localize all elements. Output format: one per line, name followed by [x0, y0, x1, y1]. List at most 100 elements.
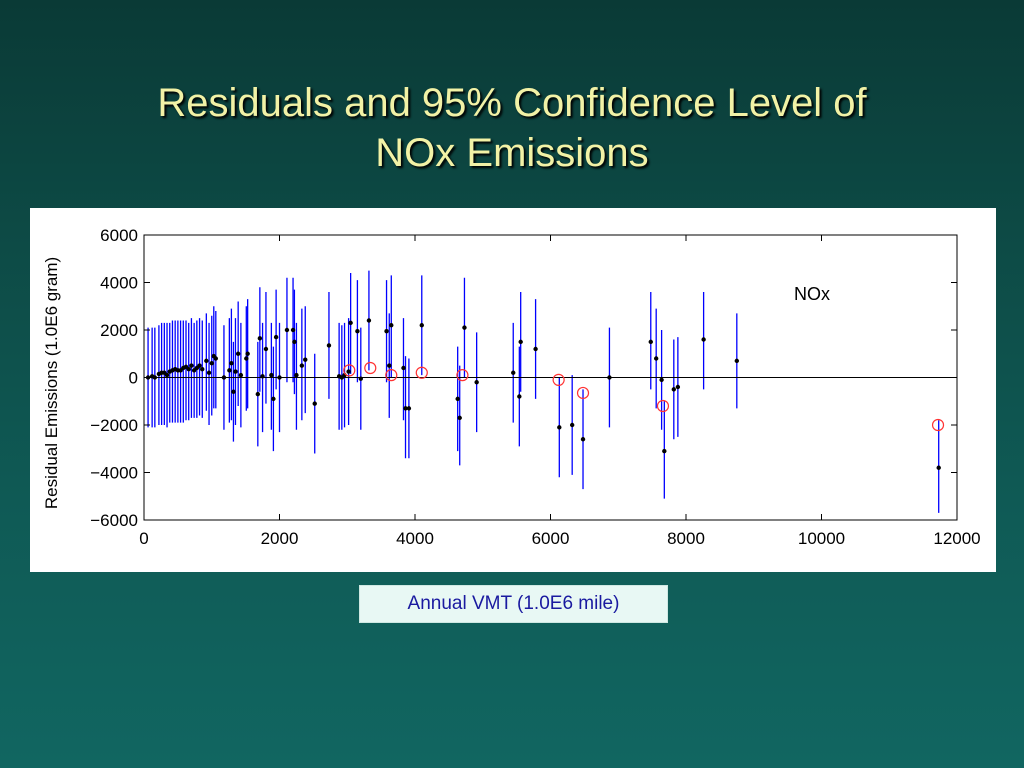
highlight-circle — [343, 364, 356, 377]
data-point — [648, 339, 653, 345]
data-point — [263, 346, 269, 352]
x-tick-label: 6000 — [532, 529, 570, 548]
data-point — [269, 372, 274, 378]
data-point — [292, 339, 297, 345]
data-point — [326, 343, 332, 348]
series-annotation: NOx — [794, 284, 830, 304]
data-point — [164, 372, 170, 378]
data-point — [675, 384, 681, 390]
y-tick-label: −2000 — [90, 416, 138, 435]
x-tick-label: 8000 — [667, 529, 705, 548]
data-point — [294, 372, 299, 378]
data-point — [455, 396, 460, 402]
data-point — [277, 375, 282, 380]
slide-title-line-2: NOx Emissions — [375, 131, 649, 175]
data-point — [245, 351, 250, 356]
data-point — [238, 372, 244, 378]
highlight-circle — [385, 369, 398, 382]
data-point — [186, 366, 191, 372]
data-point — [303, 357, 308, 362]
highlight-circle — [931, 418, 945, 432]
data-point — [257, 336, 263, 341]
highlight-circle — [656, 399, 670, 413]
data-point — [557, 425, 562, 430]
highlight-circle — [415, 366, 428, 379]
data-point — [348, 320, 353, 326]
data-point — [518, 339, 523, 345]
y-axis-label: Residual Emissions (1.0E6 gram) — [42, 257, 61, 509]
x-tick-label: 12000 — [933, 529, 980, 548]
data-point — [734, 358, 740, 364]
y-tick-label: 6000 — [100, 226, 138, 245]
data-point — [346, 369, 351, 374]
data-point — [189, 363, 194, 368]
data-point — [233, 369, 238, 374]
data-point — [235, 351, 241, 356]
data-point — [662, 448, 667, 454]
highlight-circle-layer — [343, 361, 945, 432]
data-point — [403, 406, 408, 411]
data-point — [457, 415, 462, 421]
data-point — [936, 465, 941, 470]
highlight-circle — [552, 373, 565, 386]
data-point — [290, 327, 296, 333]
x-tick-label: 0 — [139, 529, 148, 548]
data-point — [229, 361, 234, 366]
data-point — [387, 363, 392, 368]
data-point — [152, 375, 158, 380]
data-point — [227, 368, 232, 373]
data-point — [197, 363, 202, 368]
slide-title: Residuals and 95% Confidence Level of NO… — [0, 78, 1024, 178]
slide-title-line-1: Residuals and 95% Confidence Level of — [157, 81, 867, 125]
data-point-layer — [145, 318, 941, 470]
highlight-circle — [456, 369, 469, 382]
data-point — [244, 356, 249, 361]
data-point — [260, 374, 265, 379]
data-point — [358, 376, 363, 381]
highlight-circle — [576, 386, 590, 400]
data-point — [255, 391, 261, 397]
data-point — [366, 318, 372, 323]
data-point — [221, 375, 227, 380]
y-tick-label: −6000 — [90, 511, 138, 530]
x-tick-label: 4000 — [396, 529, 434, 548]
data-point — [299, 363, 305, 368]
data-point — [209, 361, 214, 366]
data-point — [533, 346, 538, 352]
data-point — [517, 394, 522, 399]
data-point — [701, 337, 706, 342]
data-point — [580, 437, 586, 442]
data-point — [671, 387, 677, 392]
data-point — [419, 323, 424, 328]
y-tick-label: 2000 — [100, 321, 138, 340]
data-point — [607, 375, 612, 380]
data-point — [284, 327, 290, 333]
data-point — [213, 356, 219, 361]
data-point — [312, 401, 317, 406]
data-point — [271, 396, 276, 402]
data-point — [355, 328, 360, 334]
data-point — [206, 370, 212, 375]
data-point — [406, 406, 412, 411]
data-point — [569, 422, 575, 428]
residuals-chart: 0 2000 4000 6000 8000 10000 12000 −6000 −4000 −20… — [42, 226, 981, 548]
data-point — [273, 334, 279, 340]
data-point — [659, 377, 664, 383]
data-point — [231, 389, 236, 394]
y-tick-label: −4000 — [90, 464, 138, 483]
y-tick-label: 0 — [129, 369, 138, 388]
y-tick-label: 4000 — [100, 274, 138, 293]
x-tick-label: 10000 — [798, 529, 845, 548]
data-point — [401, 365, 406, 371]
data-point — [511, 370, 516, 375]
x-tick-label: 2000 — [261, 529, 299, 548]
axes-layer: 0 2000 4000 6000 8000 10000 12000 −6000 −4000 −20… — [90, 226, 980, 548]
data-point — [474, 380, 479, 385]
chart-panel: 0 2000 4000 6000 8000 10000 12000 −6000 −4000 −20… — [30, 208, 996, 572]
data-point — [462, 325, 467, 330]
data-point — [200, 366, 205, 372]
data-point — [384, 328, 389, 334]
x-axis-label: Annual VMT (1.0E6 mile) — [359, 585, 668, 623]
highlight-circle — [364, 361, 377, 375]
error-bar-layer — [147, 270, 940, 513]
